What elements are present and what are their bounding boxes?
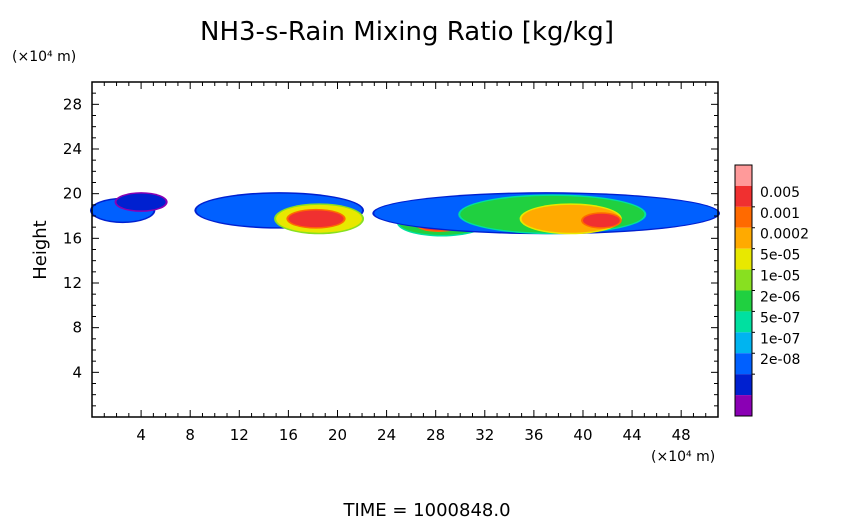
colorbar-label: 5e-07 (760, 310, 800, 326)
y-tick-label: 28 (63, 95, 82, 113)
y-axis-label: Height (30, 220, 51, 280)
colorbar-label: 2e-08 (760, 352, 800, 368)
colorbar-swatch (735, 185, 752, 207)
y-tick-label: 24 (63, 140, 82, 158)
colorbar-swatch (735, 269, 752, 291)
y-tick-label: 4 (72, 363, 82, 381)
x-tick-label: 24 (377, 426, 396, 444)
y-tick-label: 8 (72, 319, 82, 337)
colorbar: 0.005 0.001 0.0002 5e-05 1e-05 2e-06 5e-07 1e-0… (734, 164, 809, 417)
y-tick-label: 16 (63, 229, 82, 247)
plot-area (90, 81, 720, 418)
colorbar-swatch (735, 353, 752, 375)
x-tick-label: 8 (185, 426, 195, 444)
x-tick-label: 16 (279, 426, 298, 444)
x-tick-label: 36 (524, 426, 543, 444)
colorbar-swatch (735, 374, 752, 396)
y-unit-label: (×10⁴ m) (12, 49, 76, 65)
contour-region (288, 210, 344, 228)
x-tick-label: 28 (426, 426, 445, 444)
y-axis: 4 8 12 16 20 24 28 (63, 92, 718, 407)
colorbar-label: 1e-05 (760, 269, 800, 285)
colorbar-label: 1e-07 (760, 331, 800, 347)
colorbar-swatch (735, 332, 752, 354)
colorbar-swatch (735, 227, 752, 249)
time-footer: TIME = 1000848.0 (342, 500, 510, 519)
colorbar-label: 0.001 (760, 206, 800, 222)
contour-region (116, 193, 166, 211)
colorbar-swatch (735, 165, 752, 186)
x-axis: 4 8 12 16 20 24 28 32 36 40 44 48 (103, 82, 707, 444)
colorbar-swatch (735, 395, 752, 416)
contour-region (582, 213, 620, 228)
x-tick-label: 4 (136, 426, 146, 444)
colorbar-label: 5e-05 (760, 248, 800, 264)
colorbar-swatch (735, 248, 752, 270)
colorbar-label: 2e-06 (760, 289, 800, 305)
x-tick-label: 32 (475, 426, 494, 444)
x-tick-label: 48 (672, 426, 691, 444)
x-unit-label: (×10⁴ m) (651, 449, 715, 465)
x-tick-label: 44 (623, 426, 642, 444)
colorbar-label: 0.005 (760, 185, 800, 201)
colorbar-swatch (735, 290, 752, 312)
x-tick-label: 20 (328, 426, 347, 444)
chart-title: NH3-s-Rain Mixing Ratio [kg/kg] (200, 17, 614, 47)
colorbar-swatch (735, 206, 752, 228)
y-tick-label: 12 (63, 274, 82, 292)
colorbar-swatch (735, 311, 752, 333)
colorbar-label: 0.0002 (760, 227, 809, 243)
x-tick-label: 12 (230, 426, 249, 444)
plot-frame (91, 81, 719, 418)
x-tick-label: 40 (573, 426, 592, 444)
y-tick-label: 20 (63, 185, 82, 203)
